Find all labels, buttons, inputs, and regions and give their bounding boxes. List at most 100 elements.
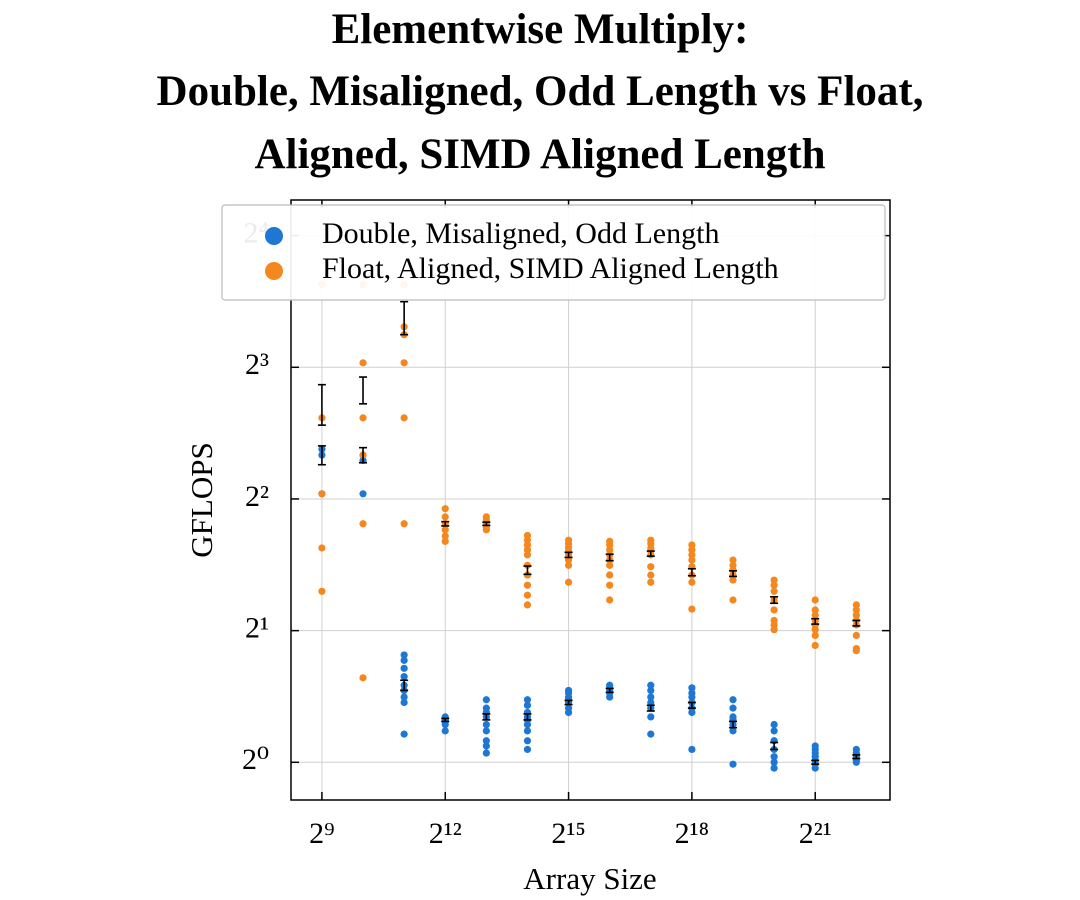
data-point bbox=[688, 551, 696, 559]
data-point bbox=[318, 490, 326, 498]
data-point bbox=[523, 701, 532, 709]
x-tick-label: 2¹² bbox=[429, 817, 462, 850]
data-point bbox=[811, 611, 819, 619]
data-point bbox=[811, 626, 819, 634]
data-point bbox=[400, 414, 408, 422]
error-bar bbox=[441, 717, 450, 723]
error-bar bbox=[317, 445, 326, 466]
error-bar bbox=[400, 679, 409, 692]
data-point bbox=[647, 730, 655, 738]
chart-title: Elementwise Multiply: bbox=[332, 6, 749, 53]
data-point bbox=[482, 742, 490, 750]
data-point bbox=[647, 693, 655, 701]
x-tick-label: 2⁹ bbox=[309, 817, 334, 850]
error-bar bbox=[687, 701, 696, 709]
legend-marker bbox=[265, 262, 283, 280]
data-point bbox=[606, 546, 614, 554]
data-point bbox=[811, 631, 819, 640]
data-point bbox=[811, 764, 819, 772]
data-point bbox=[770, 606, 778, 614]
data-point bbox=[400, 698, 408, 707]
data-point bbox=[770, 758, 778, 766]
data-point bbox=[770, 576, 778, 584]
error-bar bbox=[605, 687, 614, 694]
legend-label: Float, Aligned, SIMD Aligned Length bbox=[322, 252, 779, 285]
data-point bbox=[647, 681, 655, 689]
data-point bbox=[770, 587, 778, 595]
data-point bbox=[441, 532, 449, 540]
data-point bbox=[523, 591, 532, 599]
data-point bbox=[729, 596, 737, 604]
plot-frame bbox=[290, 199, 891, 801]
data-point bbox=[688, 556, 696, 564]
data-point bbox=[770, 720, 778, 729]
error-bar bbox=[729, 720, 738, 729]
error-bar bbox=[359, 446, 368, 464]
data-point bbox=[400, 651, 408, 659]
data-point bbox=[441, 513, 449, 521]
error-bar bbox=[605, 553, 614, 562]
x-axis-label: Array Size bbox=[523, 861, 656, 896]
data-point bbox=[688, 546, 696, 554]
error-bar bbox=[729, 570, 738, 578]
error-bar bbox=[523, 565, 532, 576]
data-point bbox=[564, 556, 573, 564]
data-point bbox=[852, 631, 860, 640]
data-point bbox=[647, 571, 655, 579]
data-point bbox=[688, 605, 696, 613]
data-point bbox=[400, 673, 408, 681]
data-point bbox=[359, 414, 367, 422]
error-bar bbox=[646, 550, 655, 557]
error-bar bbox=[317, 383, 326, 426]
data-point bbox=[729, 704, 737, 712]
error-bar bbox=[441, 520, 450, 527]
data-point bbox=[400, 656, 408, 664]
data-point bbox=[523, 727, 532, 735]
data-point bbox=[688, 684, 696, 692]
data-point bbox=[441, 505, 449, 513]
data-point bbox=[523, 551, 532, 559]
data-point bbox=[318, 587, 326, 595]
data-point bbox=[523, 720, 532, 729]
data-point bbox=[400, 520, 408, 528]
data-point bbox=[647, 713, 655, 721]
data-point bbox=[441, 526, 449, 534]
chart-title: Aligned, SIMD Aligned Length bbox=[254, 131, 825, 178]
y-tick-label: 2⁰ bbox=[242, 743, 269, 776]
data-point bbox=[564, 578, 573, 586]
data-point bbox=[770, 753, 778, 761]
data-point bbox=[564, 708, 573, 717]
data-point bbox=[318, 544, 326, 552]
legend-label: Double, Misaligned, Odd Length bbox=[322, 217, 719, 250]
data-point bbox=[811, 596, 819, 604]
data-point bbox=[852, 611, 860, 619]
x-tick-label: 2²¹ bbox=[799, 817, 832, 850]
y-tick-label: 2³ bbox=[245, 348, 269, 381]
chart-title: Double, Misaligned, Odd Length vs Float, bbox=[157, 68, 924, 115]
data-point bbox=[811, 606, 819, 614]
data-point bbox=[852, 601, 860, 609]
data-point bbox=[359, 674, 367, 682]
error-bar bbox=[482, 521, 491, 527]
data-point bbox=[441, 720, 449, 729]
error-bar bbox=[564, 699, 573, 706]
data-point bbox=[606, 596, 614, 604]
x-tick-label: 2¹⁸ bbox=[675, 817, 709, 850]
data-point bbox=[482, 696, 490, 704]
data-point bbox=[606, 571, 614, 579]
data-point bbox=[688, 708, 696, 717]
data-point bbox=[606, 581, 614, 589]
error-bar bbox=[523, 713, 532, 721]
data-point bbox=[400, 359, 408, 367]
x-tick-label: 2¹⁵ bbox=[551, 817, 585, 850]
data-point bbox=[400, 664, 408, 672]
data-point bbox=[647, 563, 655, 571]
data-point bbox=[647, 578, 655, 586]
error-bar bbox=[770, 595, 779, 605]
error-bar bbox=[852, 619, 861, 627]
data-point bbox=[688, 693, 696, 701]
data-point bbox=[606, 693, 614, 701]
data-point bbox=[564, 561, 573, 569]
data-point bbox=[852, 758, 860, 766]
